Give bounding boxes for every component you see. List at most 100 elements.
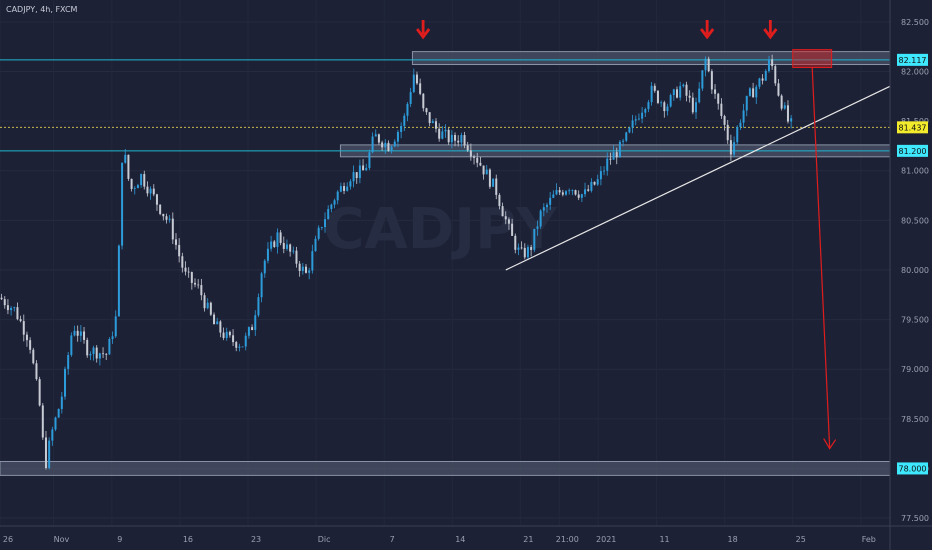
candle-body bbox=[117, 245, 120, 317]
candle-body bbox=[542, 207, 545, 211]
candle-body bbox=[764, 71, 767, 81]
candle-body bbox=[155, 194, 158, 205]
candle-body bbox=[698, 88, 701, 103]
candle-body bbox=[333, 200, 336, 205]
candle-body bbox=[200, 285, 203, 296]
peak-arrow-head bbox=[700, 28, 715, 40]
candle-body bbox=[463, 135, 466, 146]
candle-body bbox=[454, 134, 457, 141]
candle-body bbox=[16, 307, 19, 320]
candle-body bbox=[308, 270, 311, 273]
candle-body bbox=[780, 95, 783, 109]
candle-body bbox=[213, 314, 216, 325]
candle-body bbox=[102, 353, 105, 355]
watermark-ticker: CADJPY bbox=[323, 197, 558, 262]
candle-body bbox=[755, 86, 758, 98]
candle-body bbox=[181, 256, 184, 268]
candle-body bbox=[301, 266, 304, 271]
candle-body bbox=[631, 120, 634, 128]
candle-body bbox=[244, 335, 247, 347]
candle-body bbox=[729, 140, 732, 155]
candle-body bbox=[431, 121, 434, 124]
candle-body bbox=[660, 102, 663, 104]
candle-body bbox=[232, 335, 235, 343]
symbol-label: CADJPY, 4h, FXCM bbox=[6, 5, 78, 14]
candle-body bbox=[435, 121, 438, 129]
x-tick-label: 18 bbox=[728, 535, 738, 544]
candle-body bbox=[73, 330, 76, 336]
candle-body bbox=[748, 88, 751, 96]
candle-body bbox=[396, 132, 399, 142]
candle-body bbox=[549, 197, 552, 205]
candle-body bbox=[374, 134, 377, 137]
candle-body bbox=[710, 71, 713, 90]
x-tick-label: Dic bbox=[318, 535, 331, 544]
candle-body bbox=[79, 331, 82, 336]
x-tick-label: 9 bbox=[117, 535, 122, 544]
candle-body bbox=[466, 145, 469, 151]
candle-body bbox=[346, 186, 349, 191]
peak-arrow-head bbox=[763, 28, 778, 40]
candle-body bbox=[790, 118, 793, 122]
candle-body bbox=[285, 244, 288, 249]
candle-body bbox=[292, 250, 295, 252]
candle-body bbox=[777, 83, 780, 96]
highlight-box bbox=[792, 49, 833, 68]
candle-body bbox=[745, 95, 748, 111]
candle-body bbox=[688, 95, 691, 98]
candle-body bbox=[438, 128, 441, 139]
candle-body bbox=[206, 302, 209, 309]
candle-body bbox=[387, 142, 390, 152]
candle-body bbox=[577, 194, 580, 198]
candle-body bbox=[679, 86, 682, 98]
candle-body bbox=[622, 140, 625, 142]
candle-body bbox=[60, 396, 63, 409]
candle-body bbox=[105, 353, 108, 355]
candle-body bbox=[672, 89, 675, 96]
candle-body bbox=[263, 260, 266, 274]
candle-body bbox=[64, 368, 67, 397]
target-price-label: 78.000 bbox=[899, 464, 927, 473]
candle-body bbox=[653, 85, 656, 91]
candle-body bbox=[92, 347, 95, 355]
y-tick-label: 79.000 bbox=[901, 365, 929, 374]
candle-body bbox=[41, 405, 44, 438]
candle-body bbox=[644, 109, 647, 113]
candle-body bbox=[304, 266, 307, 273]
x-tick-label: 7 bbox=[390, 535, 395, 544]
candle-body bbox=[260, 273, 263, 298]
candle-body bbox=[371, 136, 374, 153]
y-tick-label: 79.500 bbox=[901, 316, 929, 325]
target-price-label-bg bbox=[897, 462, 928, 475]
candle-body bbox=[568, 190, 571, 192]
candle-body bbox=[187, 271, 190, 273]
candle-body bbox=[190, 272, 193, 283]
candle-body bbox=[647, 102, 650, 110]
candle-body bbox=[533, 228, 536, 250]
candle-body bbox=[488, 169, 491, 187]
candle-body bbox=[358, 165, 361, 179]
candle-body bbox=[298, 263, 301, 271]
candle-body bbox=[774, 66, 777, 84]
candle-body bbox=[194, 282, 197, 285]
candle-body bbox=[675, 89, 678, 98]
candle-body bbox=[381, 142, 384, 148]
candle-body bbox=[752, 88, 755, 98]
candle-body bbox=[736, 127, 739, 143]
candle-body bbox=[618, 141, 621, 158]
candle-body bbox=[415, 74, 418, 84]
y-tick-label: 80.500 bbox=[901, 216, 929, 225]
candle-body bbox=[406, 103, 409, 116]
candle-body bbox=[6, 305, 9, 311]
candle-body bbox=[238, 346, 241, 348]
candle-body bbox=[511, 223, 514, 236]
candle-body bbox=[219, 321, 222, 333]
last-price-label-bg bbox=[897, 121, 928, 134]
x-tick-label: 14 bbox=[455, 535, 465, 544]
x-tick-label: 2021 bbox=[596, 535, 616, 544]
candle-body bbox=[574, 190, 577, 195]
candle-body bbox=[469, 150, 472, 157]
candle-body bbox=[355, 172, 358, 179]
candle-body bbox=[669, 95, 672, 107]
